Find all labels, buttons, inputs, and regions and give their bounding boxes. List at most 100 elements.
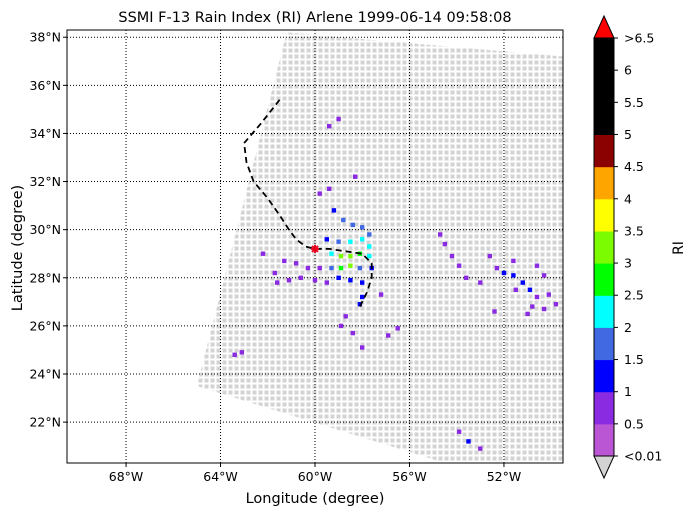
colorbar-label: RI — [671, 241, 687, 255]
colorbar-segment — [594, 230, 614, 264]
colorbar-tick-label: 0.5 — [624, 416, 644, 431]
rain-cell — [546, 292, 551, 297]
colorbar-tick-label: 3.5 — [624, 223, 644, 238]
y-tick-label: 24°N — [29, 366, 61, 381]
colorbar-segment — [594, 70, 614, 103]
y-tick-label: 32°N — [29, 174, 61, 189]
colorbar-tick-label: 2.5 — [624, 288, 644, 303]
rain-cell — [360, 280, 365, 285]
ssmi-swath-coverage — [196, 32, 563, 463]
rain-cell — [286, 278, 292, 283]
rain-cell — [395, 326, 400, 331]
chart-title: SSMI F-13 Rain Index (RI) Arlene 1999-06… — [118, 10, 511, 26]
rain-cell — [456, 429, 462, 434]
rain-cell — [348, 239, 353, 244]
rain-cell — [239, 350, 244, 355]
colorbar-segment — [594, 102, 614, 135]
colorbar-segment — [594, 295, 614, 328]
rain-cell — [324, 237, 329, 242]
rain-cell — [360, 294, 365, 300]
colorbar-tick-label: 1.5 — [624, 352, 644, 367]
rain-cell — [338, 253, 344, 259]
y-axis-label: Latitude (degree) — [10, 185, 26, 311]
colorbar-tick-label: 1 — [624, 384, 632, 399]
rain-cell — [305, 265, 311, 271]
colorbar-tick-label: 2 — [624, 320, 632, 335]
rain-cell — [232, 352, 237, 357]
rain-cell — [478, 446, 483, 451]
colorbar: <0.01 0.5 1 1.5 2 2.5 3 3.5 4 4.5 5 5.5 6 >6.5 — [593, 14, 662, 480]
colorbar-tick-label: >6.5 — [624, 31, 654, 46]
rain-cell — [331, 208, 337, 213]
rain-cell — [553, 302, 559, 307]
x-axis-ticks: 68°W 64°W 60°W 56°W 52°W — [109, 463, 521, 484]
rain-cell — [350, 222, 355, 228]
colorbar-tick-label: 5.5 — [624, 95, 644, 110]
rain-cell — [317, 191, 322, 196]
y-tick-label: 30°N — [29, 222, 61, 237]
rain-cell — [360, 237, 365, 242]
colorbar-tick-label: 4 — [624, 191, 632, 206]
rain-cell — [275, 280, 280, 285]
rain-cell — [360, 345, 365, 350]
colorbar-under-arrow — [593, 455, 615, 480]
colorbar-segment — [594, 327, 614, 361]
colorbar-segment — [594, 263, 614, 296]
colorbar-tick-label: 5 — [624, 127, 632, 142]
colorbar-segment — [594, 134, 614, 168]
rain-cell — [478, 280, 483, 285]
rain-cell — [329, 251, 334, 256]
rain-cell — [327, 124, 332, 129]
rain-cell — [534, 263, 540, 268]
colorbar-segment — [594, 359, 614, 393]
x-axis-label: Longitude (degree) — [246, 491, 385, 507]
rain-cell — [530, 304, 535, 309]
rain-cell — [487, 253, 492, 259]
rain-cell — [312, 278, 318, 283]
plot-area — [66, 29, 564, 464]
y-tick-label: 36°N — [29, 78, 61, 93]
rain-cell — [272, 270, 277, 276]
rain-cell — [343, 314, 348, 319]
x-tick-label: 68°W — [109, 469, 144, 484]
rain-cell — [348, 253, 353, 259]
rain-cell — [341, 217, 346, 223]
rain-cell — [317, 265, 322, 271]
rain-cell — [449, 253, 455, 259]
colorbar-segment — [594, 166, 614, 200]
colorbar-tick-label: 4.5 — [624, 159, 644, 174]
rain-cell — [353, 174, 358, 179]
y-tick-label: 26°N — [29, 318, 61, 333]
rain-cell — [327, 186, 332, 191]
rain-cell — [336, 116, 341, 122]
rain-cell — [456, 263, 462, 268]
rain-cell — [494, 265, 500, 271]
y-tick-label: 34°N — [29, 126, 61, 141]
rain-cell — [541, 306, 547, 312]
rain-cell — [329, 265, 334, 271]
rain-cell — [492, 309, 497, 314]
rain-cell — [348, 263, 353, 268]
rain-cell — [298, 275, 303, 280]
x-tick-label: 60°W — [298, 469, 333, 484]
rain-cell — [466, 439, 471, 444]
y-tick-label: 28°N — [29, 270, 61, 285]
rain-cell — [438, 232, 443, 237]
rain-cell — [360, 225, 365, 230]
rain-cell — [527, 287, 533, 292]
colorbar-segment — [594, 391, 614, 425]
rain-cell — [511, 273, 516, 278]
rain-cell — [511, 258, 516, 264]
rain-cell — [357, 265, 363, 271]
y-axis-ticks: 22°N 24°N 26°N 28°N 30°N 32°N 34°N 36°N 38°N — [29, 30, 67, 430]
colorbar-tick-label: 6 — [624, 63, 632, 78]
rain-cell — [386, 333, 391, 338]
rain-cell — [367, 232, 372, 237]
storm-center-marker — [311, 244, 319, 253]
rain-cell — [338, 323, 344, 329]
rain-cell — [541, 273, 547, 278]
colorbar-segment — [594, 38, 614, 71]
rain-cell — [367, 253, 372, 259]
x-tick-label: 56°W — [392, 469, 427, 484]
